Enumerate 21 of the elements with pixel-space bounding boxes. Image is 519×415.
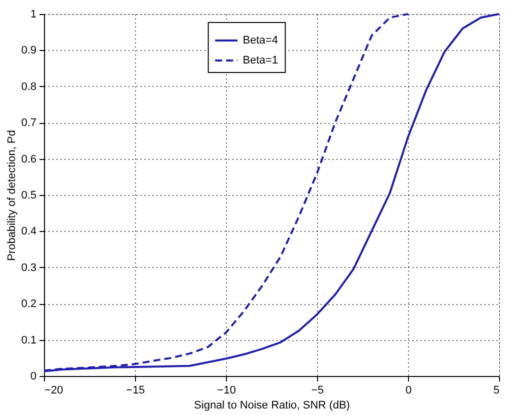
y-tick-label: 0.3 — [21, 262, 36, 274]
x-tick-label: 5 — [493, 384, 500, 396]
y-tick-label: 0.7 — [21, 117, 36, 130]
y-tick-label: 0.8 — [21, 80, 36, 93]
x-axis-title: Signal to Noise Ratio, SNR (dB) — [194, 400, 350, 412]
x-tick-label: −20 — [44, 384, 64, 396]
legend-label: Beta=1 — [242, 54, 278, 66]
y-tick-label: 0.9 — [21, 44, 36, 57]
x-tick-label: −10 — [217, 384, 236, 396]
x-tick-label: −5 — [311, 384, 324, 396]
y-axis-title: Probability of detection, Pd — [6, 130, 18, 261]
y-tick-label: 0.1 — [21, 334, 36, 346]
y-tick-label: 1 — [30, 8, 36, 20]
x-tick-label: −15 — [126, 384, 145, 396]
y-tick-label: 0 — [30, 370, 36, 382]
y-tick-label: 0.2 — [21, 298, 36, 310]
y-tick-label: 0.5 — [21, 190, 36, 202]
x-tick-label: 0 — [405, 384, 412, 396]
legend-label: Beta=4 — [242, 34, 278, 46]
y-tick-label: 0.4 — [21, 226, 36, 238]
y-tick-label: 0.6 — [21, 153, 36, 166]
